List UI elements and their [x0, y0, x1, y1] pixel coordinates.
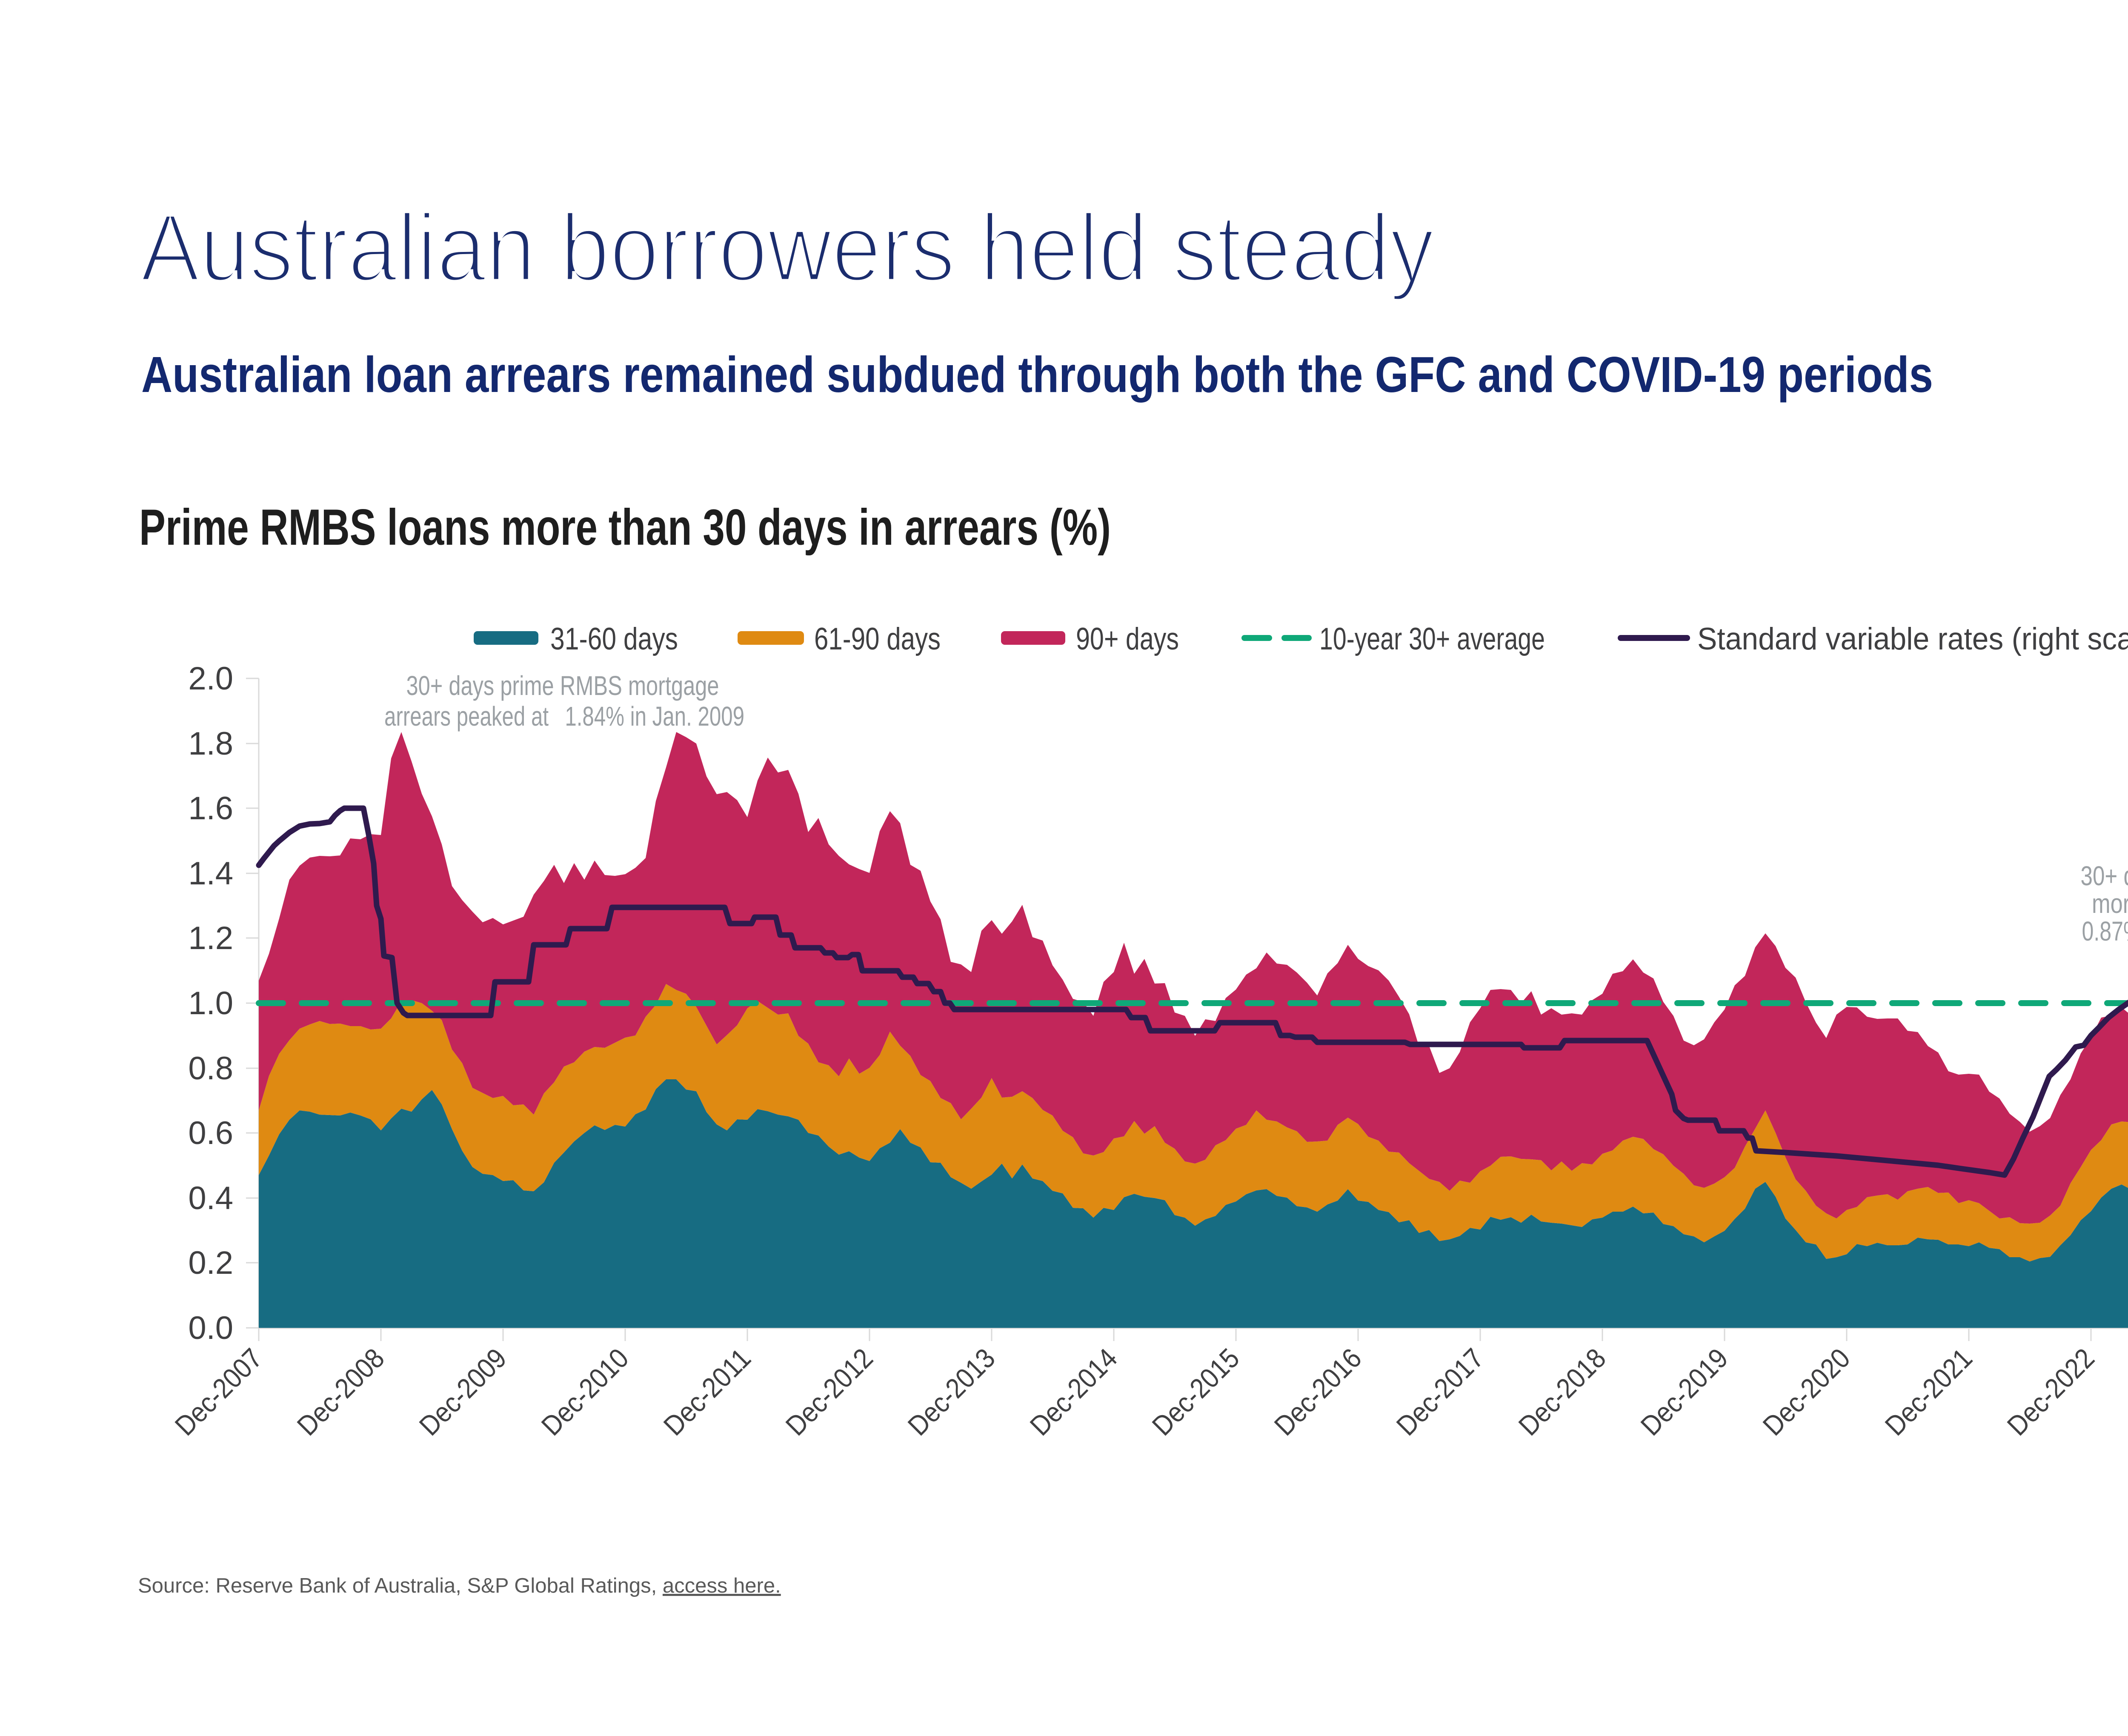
svg-text:30+ days prime RMBS mortgage: 30+ days prime RMBS mortgage — [406, 670, 719, 701]
svg-text:Standard variable rates (right: Standard variable rates (right scale) — [1697, 622, 2128, 656]
svg-text:90+ days: 90+ days — [1076, 622, 1179, 656]
svg-text:0.6: 0.6 — [188, 1115, 233, 1151]
svg-text:mortgage arrears at: mortgage arrears at — [2092, 888, 2128, 919]
svg-text:Source: Reserve Bank of Austra: Source: Reserve Bank of Australia, S&P G… — [138, 1574, 781, 1597]
svg-text:10-year 30+ average: 10-year 30+ average — [1319, 622, 1545, 656]
svg-text:Prime RMBS loans more than 30: Prime RMBS loans more than 30 days in ar… — [139, 499, 1111, 556]
svg-text:0.2: 0.2 — [188, 1245, 233, 1281]
svg-text:1.2: 1.2 — [188, 920, 233, 956]
svg-text:0.8: 0.8 — [188, 1050, 233, 1087]
svg-text:0.87% as of Dec. 2024: 0.87% as of Dec. 2024 — [2082, 916, 2128, 947]
svg-text:0.4: 0.4 — [188, 1180, 233, 1216]
svg-text:2.0: 2.0 — [188, 661, 233, 697]
svg-text:30+ days prime RMBS: 30+ days prime RMBS — [2081, 861, 2128, 891]
svg-text:1.4: 1.4 — [188, 855, 233, 892]
svg-text:0.0: 0.0 — [188, 1310, 233, 1346]
svg-text:31-60 days: 31-60 days — [550, 622, 678, 656]
svg-text:1.6: 1.6 — [188, 790, 233, 827]
svg-text:arrears peaked at 1.84% in Ja: arrears peaked at 1.84% in Jan. 2009 — [384, 701, 744, 732]
svg-text:Australian borrowers held stea: Australian borrowers held steady — [140, 194, 1434, 301]
svg-text:1.8: 1.8 — [188, 726, 233, 762]
svg-text:1.0: 1.0 — [188, 985, 233, 1021]
svg-text:61-90 days: 61-90 days — [814, 622, 941, 656]
svg-text:Australian loan arrears remain: Australian loan arrears remained subdued… — [141, 346, 1933, 403]
